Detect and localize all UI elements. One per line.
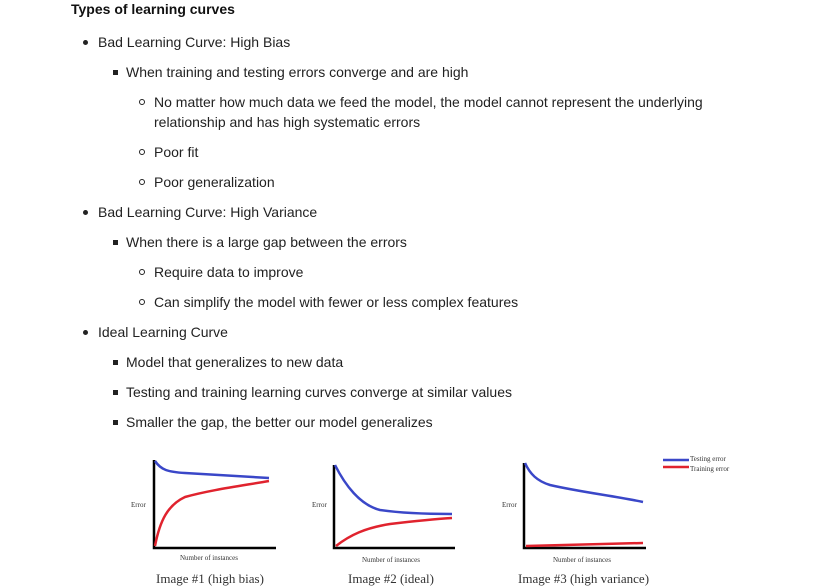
bullet-circle <box>139 299 145 305</box>
testing-error-curve <box>153 460 270 480</box>
bullet-disc <box>83 210 88 215</box>
section-title: Types of learning curves <box>71 1 235 17</box>
bullet-circle <box>139 149 145 155</box>
bullet-square <box>113 420 118 425</box>
chart-high-bias: Error Number of instances <box>131 460 276 562</box>
bullet-circle <box>139 179 145 185</box>
list-item: Smaller the gap, the better our model ge… <box>126 414 433 430</box>
bullet-disc <box>83 330 88 335</box>
training-error-curve <box>153 479 270 547</box>
y-axis-label: Error <box>312 501 327 509</box>
list-item: Testing and training learning curves con… <box>126 384 512 400</box>
training-error-curve <box>335 516 453 547</box>
testing-error-curve <box>333 464 453 516</box>
caption-high-bias: Image #1 (high bias) <box>156 571 264 586</box>
list-item-high-variance: Bad Learning Curve: High Variance <box>98 204 318 220</box>
list-item-ideal: Ideal Learning Curve <box>98 324 228 340</box>
list-item: Model that generalizes to new data <box>126 354 344 370</box>
caption-high-variance: Image #3 (high variance) <box>518 571 650 586</box>
list-item: No matter how much data we feed the mode… <box>154 94 703 110</box>
legend <box>663 458 689 469</box>
caption-ideal: Image #2 (ideal) <box>348 571 434 586</box>
y-axis-label: Error <box>502 501 517 509</box>
list-item-continuation: relationship and has high systematic err… <box>154 114 421 130</box>
legend-label-testing: Testing error <box>690 455 726 463</box>
x-axis-label: Number of instances <box>362 556 420 564</box>
list-item: Require data to improve <box>154 264 304 280</box>
bullet-square <box>113 360 118 365</box>
bullet-circle <box>139 269 145 275</box>
list-item: Poor fit <box>154 144 199 160</box>
bullet-disc <box>83 40 88 45</box>
bullet-circle <box>139 99 145 105</box>
list-item: When there is a large gap between the er… <box>126 234 407 250</box>
bullet-square <box>113 240 118 245</box>
axis <box>522 463 646 550</box>
axis <box>332 465 455 550</box>
y-axis-label: Error <box>131 501 146 509</box>
list-item-high-bias: Bad Learning Curve: High Bias <box>98 34 291 50</box>
bullet-square <box>113 390 118 395</box>
legend-label-training: Training error <box>690 465 730 473</box>
x-axis-label: Number of instances <box>180 554 238 562</box>
training-error-curve <box>525 541 644 548</box>
chart-high-variance: Error Number of instances <box>502 462 646 564</box>
axis <box>152 460 276 550</box>
bullet-square <box>113 70 118 75</box>
chart-ideal: Error Number of instances <box>312 464 455 564</box>
list-item: Can simplify the model with fewer or les… <box>154 294 519 310</box>
list-item: When training and testing errors converg… <box>126 64 469 80</box>
testing-error-curve <box>523 462 644 504</box>
list-item: Poor generalization <box>154 174 275 190</box>
x-axis-label: Number of instances <box>553 556 611 564</box>
